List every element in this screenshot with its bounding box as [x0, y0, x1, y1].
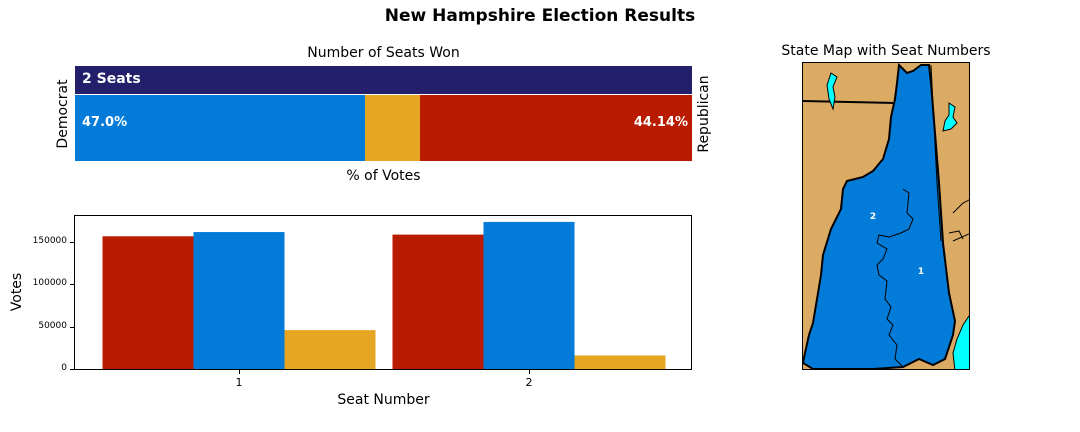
- votes-bar-chart: [74, 215, 692, 370]
- republican-vote-segment: [419, 95, 692, 161]
- y-tick-label: 100000: [32, 278, 67, 289]
- y-tick-label: 150000: [32, 236, 67, 247]
- x-tick-mark: [239, 370, 240, 374]
- bar-seat-2-series-0: [392, 234, 484, 369]
- lake-northwest: [826, 72, 838, 111]
- x-axis-label: Seat Number: [337, 392, 430, 408]
- district-2-label: 2: [870, 212, 876, 222]
- percent-votes-label: % of Votes: [346, 168, 421, 184]
- district-boundary: [876, 188, 914, 368]
- canada-border: [803, 100, 894, 104]
- votes-bars-svg: [102, 221, 666, 369]
- y-tick-mark: [70, 369, 74, 370]
- other-vote-segment: [364, 95, 420, 161]
- bar-seat-2-series-2: [574, 355, 666, 369]
- democrat-vote-segment: [75, 95, 365, 161]
- district-1-label: 1: [918, 267, 924, 277]
- map-title: State Map with Seat Numbers: [781, 43, 991, 59]
- bar-seat-1-series-0: [102, 236, 194, 369]
- republican-axis-label: Republican: [696, 75, 712, 153]
- maine-border: [930, 64, 942, 242]
- seats-label: 2 Seats: [82, 71, 141, 87]
- republican-percent-label: 44.14%: [633, 115, 688, 130]
- y-tick-label: 50000: [38, 320, 67, 331]
- figure-title: New Hampshire Election Results: [384, 6, 696, 26]
- bar-seat-1-series-2: [284, 330, 376, 369]
- democrat-percent-label: 47.0%: [82, 115, 128, 130]
- y-tick-mark: [70, 326, 74, 328]
- x-tick-label: 2: [525, 376, 533, 389]
- y-tick-mark: [70, 284, 74, 286]
- new-hampshire-shape: [803, 63, 957, 369]
- seats-bar: [75, 66, 692, 94]
- democrat-axis-label: Democrat: [55, 79, 71, 149]
- y-tick-label: 0: [61, 363, 67, 373]
- state-map-svg: 2 1: [803, 63, 969, 369]
- x-tick-mark: [529, 370, 530, 374]
- bar-seat-2-series-1: [483, 221, 575, 369]
- seats-panel: 2 Seats 47.0% 44.14%: [75, 66, 692, 161]
- eastern-neighbor-shapes: [948, 199, 969, 242]
- y-tick-mark: [70, 242, 74, 244]
- lake-northeast: [942, 102, 958, 132]
- bar-seat-1-series-1: [193, 232, 285, 369]
- ocean: [952, 315, 969, 369]
- x-tick-label: 1: [235, 376, 243, 389]
- seats-panel-title: Number of Seats Won: [307, 45, 460, 61]
- state-map: 2 1: [802, 62, 970, 370]
